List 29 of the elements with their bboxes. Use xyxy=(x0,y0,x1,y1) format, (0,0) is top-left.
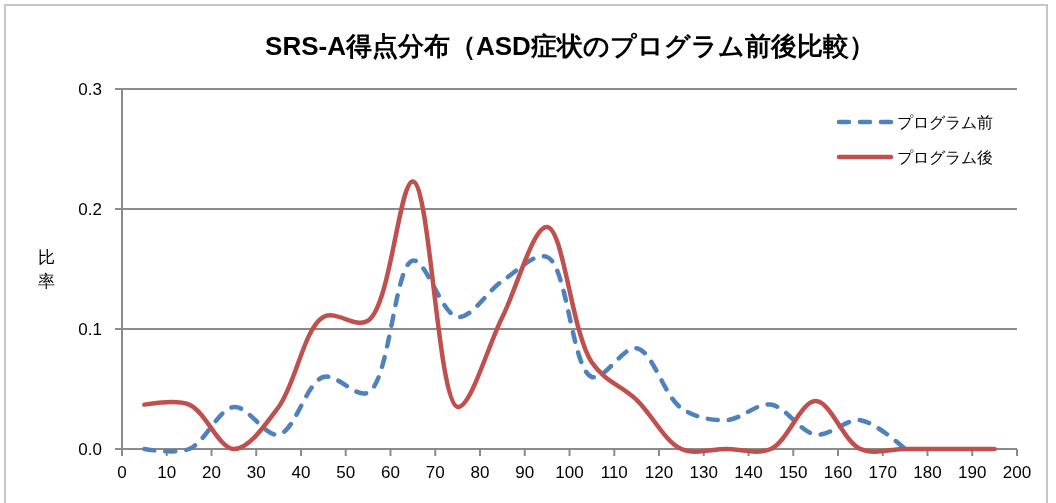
x-tick-label: 70 xyxy=(425,463,445,482)
x-tick-label: 20 xyxy=(202,463,221,482)
x-tick-label: 160 xyxy=(823,463,853,482)
x-tick-label: 0 xyxy=(117,463,127,482)
x-tick-label: 170 xyxy=(868,463,897,482)
x-tick-label: 190 xyxy=(958,463,987,482)
x-tick-label: 40 xyxy=(291,463,311,482)
legend-label: プログラム前 xyxy=(897,113,993,131)
x-tick-label: 120 xyxy=(644,463,674,482)
x-tick-label: 150 xyxy=(779,463,808,482)
chart-title: SRS-A得点分布（ASD症状のプログラム前後比較） xyxy=(265,31,875,61)
y-tick-label: 0.3 xyxy=(78,79,102,99)
x-tick-label: 100 xyxy=(555,463,584,482)
y-axis-title: 比率 xyxy=(37,247,55,291)
y-tick-label: 0.1 xyxy=(78,319,102,339)
x-tick-label: 130 xyxy=(689,463,718,482)
legend-label: プログラム後 xyxy=(897,148,993,166)
x-tick-label: 200 xyxy=(1002,463,1032,482)
x-tick-label: 30 xyxy=(246,463,266,482)
x-tick-label: 10 xyxy=(157,463,177,482)
x-tick-label: 180 xyxy=(913,463,942,482)
x-tick-label: 110 xyxy=(600,463,628,482)
y-tick-label: 0.0 xyxy=(78,439,102,459)
x-tick-label: 80 xyxy=(470,463,490,482)
x-tick-label: 50 xyxy=(336,463,356,482)
x-tick-label: 140 xyxy=(734,463,763,482)
y-tick-label: 0.2 xyxy=(78,199,102,219)
x-tick-label: 90 xyxy=(515,463,535,482)
x-tick-label: 60 xyxy=(381,463,400,482)
